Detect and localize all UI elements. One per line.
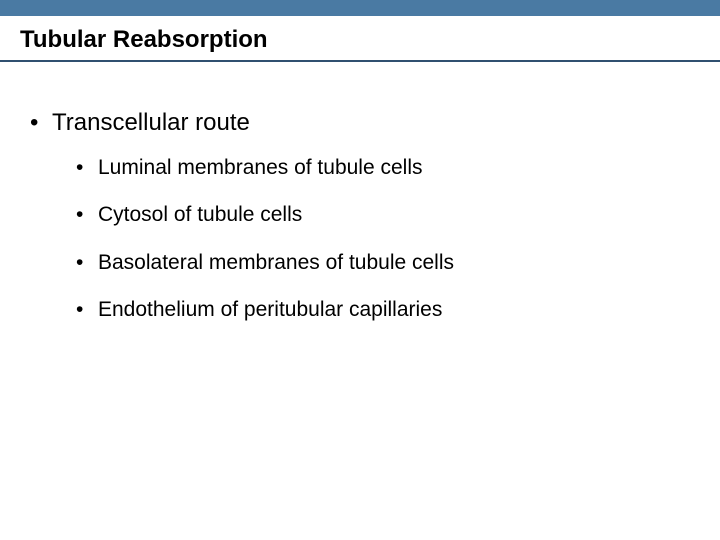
list-item: • Transcellular route (30, 110, 670, 136)
title-underline (0, 60, 720, 62)
list-item: • Basolateral membranes of tubule cells (76, 251, 670, 274)
header-bar (0, 0, 720, 16)
slide-title: Tubular Reabsorption (20, 26, 268, 54)
list-item-label: Cytosol of tubule cells (98, 203, 302, 226)
list-item-label: Basolateral membranes of tubule cells (98, 251, 454, 274)
list-item: • Cytosol of tubule cells (76, 203, 670, 226)
bullet-icon: • (76, 298, 98, 321)
bullet-icon: • (76, 156, 98, 179)
sub-list: • Luminal membranes of tubule cells • Cy… (76, 156, 670, 320)
bullet-icon: • (30, 110, 52, 136)
list-item-label: Transcellular route (52, 110, 250, 136)
list-item-label: Endothelium of peritubular capillaries (98, 298, 442, 321)
slide: Tubular Reabsorption • Transcellular rou… (0, 0, 720, 540)
content-area: • Transcellular route • Luminal membrane… (30, 110, 670, 345)
bullet-icon: • (76, 203, 98, 226)
list-item: • Endothelium of peritubular capillaries (76, 298, 670, 321)
list-item-label: Luminal membranes of tubule cells (98, 156, 423, 179)
bullet-icon: • (76, 251, 98, 274)
list-item: • Luminal membranes of tubule cells (76, 156, 670, 179)
